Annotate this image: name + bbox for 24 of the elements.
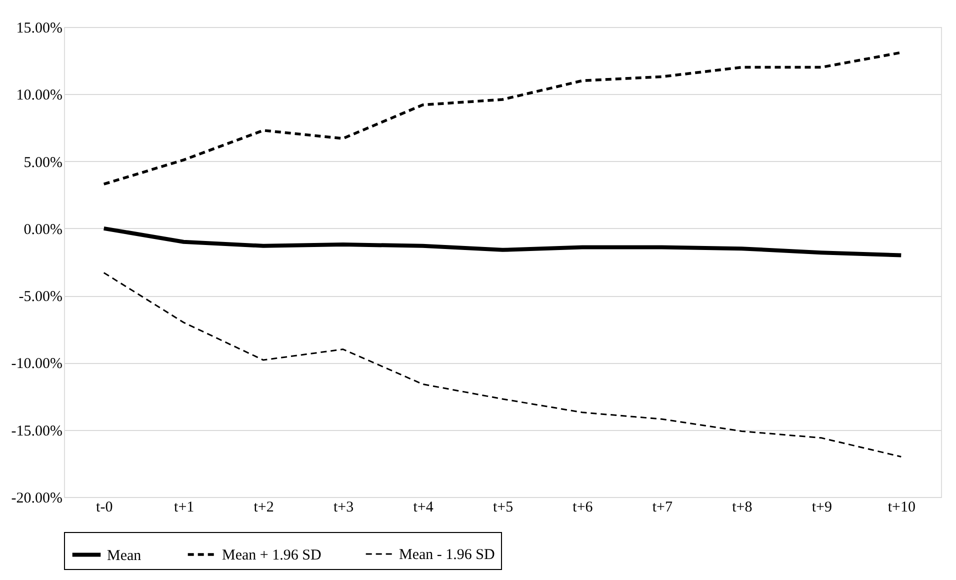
x-tick-label: t-0	[96, 500, 113, 516]
y-tick-label: 5.00%	[24, 154, 62, 171]
legend-label: Mean - 1.96 SD	[399, 547, 495, 563]
x-tick-label: t+2	[254, 500, 274, 516]
line-series	[102, 226, 904, 258]
legend-label: Mean + 1.96 SD	[222, 548, 322, 564]
x-tick-label: t+8	[732, 500, 752, 516]
y-tick-label: 10.00%	[16, 88, 62, 104]
y-tick-label: -10.00%	[11, 356, 62, 372]
x-tick-label: t+1	[174, 500, 194, 516]
line-series	[103, 272, 902, 458]
y-tick-label: 15.00%	[16, 20, 62, 36]
legend-label: Mean	[107, 548, 142, 564]
y-tick-label: -20.00%	[11, 490, 62, 506]
y-tick-label: -15.00%	[11, 423, 62, 440]
x-tick-label: t+9	[812, 500, 832, 516]
x-tick-label: t+10	[888, 500, 916, 516]
x-tick-label: t+4	[413, 500, 434, 516]
x-tick-label: t+6	[572, 500, 594, 516]
x-tick-label: t+3	[333, 500, 354, 516]
y-tick-label: -5.00%	[18, 289, 62, 306]
y-tick-label: 0.00%	[24, 222, 62, 238]
x-tick-label: t+5	[492, 500, 514, 516]
x-tick-label: t+7	[652, 500, 674, 516]
